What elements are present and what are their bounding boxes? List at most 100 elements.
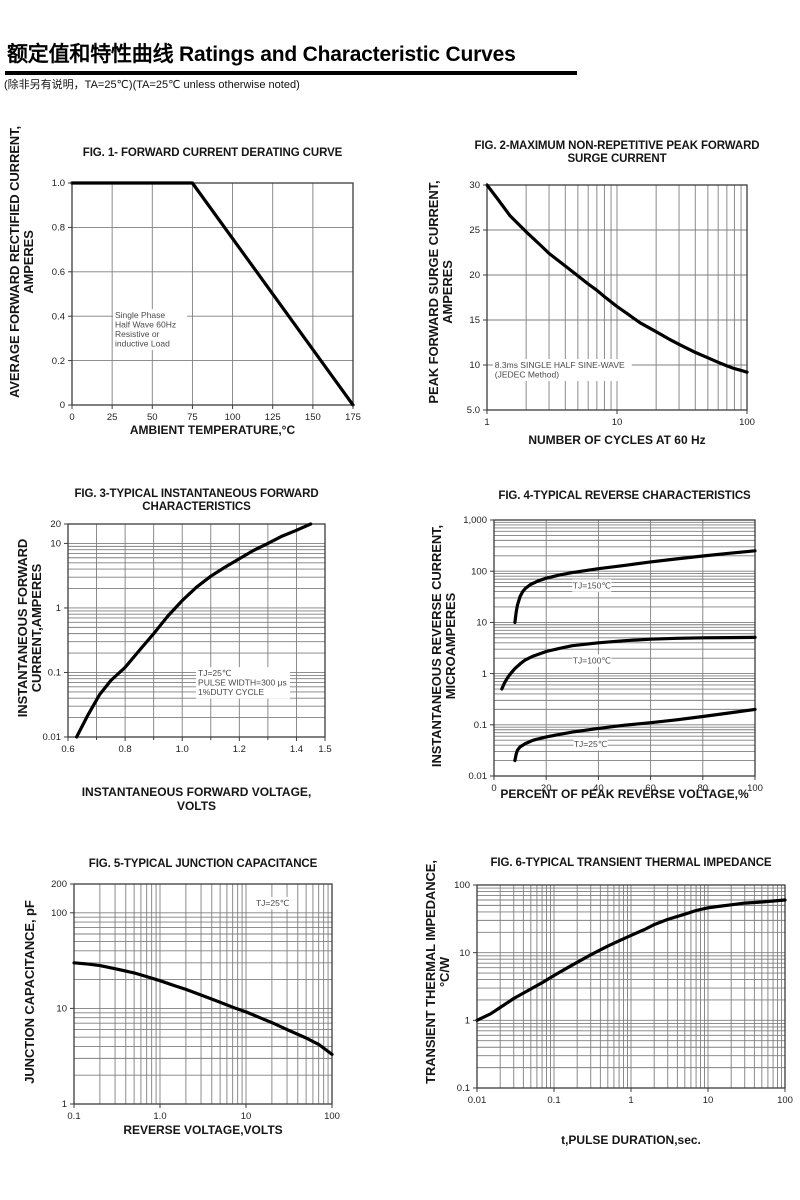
svg-text:0: 0 <box>69 412 74 423</box>
page-subtitle: (除非另有说明，TA=25℃)(TA=25℃ unless otherwise … <box>4 79 300 91</box>
svg-text:1: 1 <box>484 417 489 428</box>
figure-5-x-axis-label: REVERSE VOLTAGE,VOLTS <box>14 1123 392 1138</box>
svg-text:60: 60 <box>645 783 656 794</box>
figure-1-title: FIG. 1- FORWARD CURRENT DERATING CURVE <box>0 147 443 160</box>
svg-text:50: 50 <box>147 412 158 423</box>
svg-text:Single Phase: Single Phase <box>115 310 165 320</box>
svg-text:1.0: 1.0 <box>176 744 189 755</box>
svg-text:0.1: 0.1 <box>457 1083 470 1094</box>
svg-text:10: 10 <box>612 417 623 428</box>
text-line: FIG. 6-TYPICAL TRANSIENT THERMAL IMPEDAN… <box>490 857 772 869</box>
text-line: FIG. 1- FORWARD CURRENT DERATING CURVE <box>82 147 343 159</box>
svg-text:TJ=100℃: TJ=100℃ <box>573 656 612 666</box>
svg-text:1,000: 1,000 <box>463 515 487 526</box>
text-line: CHARACTERISTICS <box>142 501 251 513</box>
svg-text:25: 25 <box>469 225 480 236</box>
svg-text:0.6: 0.6 <box>61 744 74 755</box>
svg-text:10: 10 <box>703 1095 714 1106</box>
svg-text:TJ=25℃: TJ=25℃ <box>256 898 290 908</box>
svg-text:inductive Load: inductive Load <box>115 339 170 349</box>
svg-text:20: 20 <box>50 519 61 530</box>
svg-text:0.1: 0.1 <box>547 1095 560 1106</box>
svg-text:Half Wave 60Hz: Half Wave 60Hz <box>115 320 176 330</box>
svg-text:0.01: 0.01 <box>469 771 488 782</box>
text-line: REVERSE VOLTAGE,VOLTS <box>123 1123 283 1137</box>
text-line: AVERAGE FORWARD RECTIFIED CURRENT, <box>7 125 22 399</box>
svg-text:0.1: 0.1 <box>474 720 487 731</box>
svg-text:0.2: 0.2 <box>52 356 65 367</box>
svg-text:(JEDEC Method): (JEDEC Method) <box>495 370 559 380</box>
figure-6-x-axis-label: t,PULSE DURATION,sec. <box>417 1133 800 1148</box>
svg-text:10: 10 <box>469 360 480 371</box>
text-line: FIG. 5-TYPICAL JUNCTION CAPACITANCE <box>88 858 318 870</box>
svg-text:Resistive or: Resistive or <box>115 329 160 339</box>
svg-text:30: 30 <box>469 180 480 191</box>
svg-text:TJ=25℃: TJ=25℃ <box>198 668 232 678</box>
text-line: FIG. 3-TYPICAL INSTANTANEOUS FORWARD <box>74 488 319 500</box>
svg-text:1: 1 <box>62 1099 67 1110</box>
text-line: AMBIENT TEMPERATURE,°C <box>129 423 296 437</box>
figure-4-x-axis-label: PERCENT OF PEAK REVERSE VOLTAGE,% <box>434 787 800 802</box>
svg-text:1: 1 <box>465 1016 470 1027</box>
text-line: PEAK FORWARD SURGE CURRENT, <box>426 180 441 404</box>
svg-text:TJ=150℃: TJ=150℃ <box>573 580 612 590</box>
svg-text:20: 20 <box>469 270 480 281</box>
svg-text:TJ=25℃: TJ=25℃ <box>574 739 608 749</box>
svg-text:0.01: 0.01 <box>43 732 62 743</box>
svg-text:100: 100 <box>747 783 763 794</box>
svg-text:80: 80 <box>698 783 709 794</box>
svg-text:1: 1 <box>628 1095 633 1106</box>
text-line: INSTANTANEOUS REVERSE CURRENT, <box>429 524 444 768</box>
text-line: VOLTS <box>176 798 217 813</box>
text-line: INSTANTANEOUS FORWARD VOLTAGE, <box>81 785 312 799</box>
svg-text:125: 125 <box>265 412 281 423</box>
svg-text:0.6: 0.6 <box>52 267 65 278</box>
svg-text:0.4: 0.4 <box>52 311 65 322</box>
text-line: FIG. 2-MAXIMUM NON-REPETITIVE PEAK FORWA… <box>474 140 760 152</box>
figure-2-plot: 8.3ms SINGLE HALF SINE-WAVE(JEDEC Method… <box>467 180 755 428</box>
svg-text:1.4: 1.4 <box>290 744 303 755</box>
svg-text:15: 15 <box>469 315 480 326</box>
svg-text:0.01: 0.01 <box>468 1095 487 1106</box>
svg-text:100: 100 <box>777 1095 793 1106</box>
svg-text:175: 175 <box>345 412 361 423</box>
svg-text:100: 100 <box>454 880 470 891</box>
figure-2-title: FIG. 2-MAXIMUM NON-REPETITIVE PEAK FORWA… <box>397 140 800 166</box>
svg-text:1%DUTY CYCLE: 1%DUTY CYCLE <box>198 687 264 697</box>
figure-5-plot: TJ=25℃ 0.1 1.0 10 100 1 10 100 200 <box>51 879 340 1122</box>
svg-text:100: 100 <box>471 566 487 577</box>
figure-3-title: FIG. 3-TYPICAL INSTANTANEOUS FORWARD CHA… <box>0 488 415 514</box>
svg-text:1: 1 <box>56 603 61 614</box>
svg-text:1.5: 1.5 <box>318 744 331 755</box>
svg-text:PULSE WIDTH=300 μs: PULSE WIDTH=300 μs <box>198 678 287 688</box>
svg-text:150: 150 <box>305 412 321 423</box>
svg-text:10: 10 <box>56 1004 67 1015</box>
svg-text:100: 100 <box>739 417 755 428</box>
svg-text:1: 1 <box>482 669 487 680</box>
text-line: t,PULSE DURATION,sec. <box>561 1133 701 1147</box>
svg-text:200: 200 <box>51 879 67 890</box>
figure-6-title: FIG. 6-TYPICAL TRANSIENT THERMAL IMPEDAN… <box>387 857 800 870</box>
svg-text:10: 10 <box>476 618 487 629</box>
svg-text:1.2: 1.2 <box>233 744 246 755</box>
svg-text:8.3ms SINGLE HALF SINE-WAVE: 8.3ms SINGLE HALF SINE-WAVE <box>495 360 625 370</box>
page-title: 额定值和特性曲线 Ratings and Characteristic Curv… <box>5 38 577 75</box>
svg-text:1.0: 1.0 <box>52 178 65 189</box>
text-line: NUMBER OF CYCLES AT 60 Hz <box>528 433 706 447</box>
svg-text:0: 0 <box>60 400 65 411</box>
svg-text:40: 40 <box>593 783 604 794</box>
figure-2-x-axis-label: NUMBER OF CYCLES AT 60 Hz <box>427 433 800 448</box>
figure-4-title: FIG. 4-TYPICAL REVERSE CHARACTERISTICS <box>404 490 800 503</box>
figure-3-x-axis-label: INSTANTANEOUS FORWARD VOLTAGE, VOLTS <box>8 785 385 813</box>
svg-text:0.1: 0.1 <box>48 668 61 679</box>
svg-text:0.1: 0.1 <box>67 1111 80 1122</box>
svg-text:100: 100 <box>324 1111 340 1122</box>
svg-text:0: 0 <box>491 783 496 794</box>
figure-1-x-axis-label: AMBIENT TEMPERATURE,°C <box>12 423 413 438</box>
text-line: PERCENT OF PEAK REVERSE VOLTAGE,% <box>500 787 749 801</box>
svg-text:75: 75 <box>187 412 198 423</box>
svg-text:10: 10 <box>459 948 470 959</box>
